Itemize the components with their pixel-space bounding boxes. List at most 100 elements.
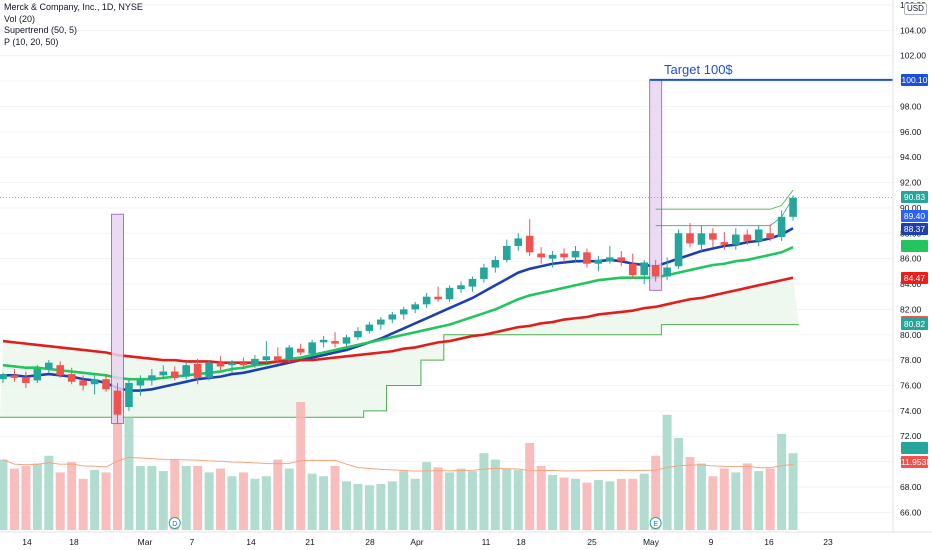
currency-button[interactable]: USD: [904, 3, 927, 15]
price-tag: [901, 441, 928, 454]
volume-bar: [227, 476, 237, 530]
ma-indicator-label[interactable]: P (10, 20, 50): [4, 36, 59, 47]
x-tick-label: 21: [305, 537, 315, 547]
time-axis[interactable]: 14 18 Mar 7 14 21 28 Apr 11 18 25 May 9 16 23: [0, 531, 932, 547]
candle-body: [79, 380, 87, 386]
candle-body: [136, 380, 145, 386]
volume-bar: [21, 466, 31, 530]
volume-bar: [0, 459, 8, 530]
volume-ma: [2, 456, 794, 472]
volume-bar: [731, 472, 741, 530]
y-tick-label: 86.00: [900, 254, 922, 264]
volume-ma-line: [2, 456, 794, 472]
volume-bar: [284, 468, 294, 530]
candle-body: [594, 259, 603, 264]
volume-bar: [353, 483, 363, 530]
volume-bar: [422, 462, 432, 530]
volume-bar: [55, 472, 65, 530]
volume-bar: [319, 476, 329, 530]
candle-body: [354, 330, 362, 338]
price-tag: 89.40: [901, 209, 928, 222]
volume-bar: [582, 482, 592, 530]
candle-body: [503, 245, 511, 260]
candle-body: [125, 382, 133, 408]
volume-bar: [78, 478, 88, 530]
x-tick-label: 14: [246, 537, 256, 547]
ma-line-2: [2, 276, 794, 364]
candlesticks: [0, 195, 797, 424]
volume-bar: [9, 468, 19, 530]
volume-bar: [639, 473, 649, 530]
volume-bar: [32, 463, 42, 530]
candle-body: [67, 374, 76, 382]
y-tick-label: 94.00: [900, 152, 922, 162]
volume-bar: [467, 471, 477, 530]
volume-bar: [410, 478, 420, 530]
candle-body: [606, 257, 614, 262]
candle-body: [697, 233, 706, 245]
candle-body: [651, 265, 660, 277]
candle-body: [743, 234, 752, 241]
volume-bar: [616, 478, 626, 530]
y-tick-label: 68.00: [900, 482, 922, 492]
candle-body: [674, 233, 683, 267]
candle-body: [239, 362, 248, 366]
volume-bar: [685, 457, 695, 530]
symbol-title[interactable]: Merck & Company, Inc., 1D, NYSE: [4, 2, 143, 12]
candle-body: [262, 356, 271, 361]
volume-bar: [273, 459, 283, 530]
volume-bar: [433, 467, 443, 530]
candle-body: [617, 257, 626, 262]
volume-bar: [364, 485, 374, 530]
volume-bar: [708, 476, 718, 530]
x-tick-label: May: [643, 537, 660, 547]
volume-bar: [296, 402, 306, 530]
candle-body: [377, 319, 385, 325]
candle-body: [319, 339, 328, 343]
x-tick-label: 9: [709, 537, 714, 547]
candle-body: [251, 358, 259, 366]
supertrend-area: [0, 277, 799, 418]
volume-bar: [387, 481, 397, 530]
candle-body: [296, 348, 305, 353]
supertrend-indicator-label[interactable]: Supertrend (50, 5): [4, 25, 78, 35]
candle-body: [686, 233, 694, 244]
candle-body: [159, 371, 168, 376]
volume-bar: [765, 468, 775, 530]
candle-body: [434, 296, 442, 300]
event-marker: [649, 517, 662, 529]
y-tick-label: 72.00: [900, 431, 922, 441]
volume-bar: [113, 402, 122, 530]
candle-body: [480, 267, 488, 279]
candle-body: [766, 233, 774, 239]
candle-body: [331, 341, 339, 344]
event-marker: [168, 517, 181, 529]
volume-bar: [696, 463, 706, 530]
candle-body: [640, 262, 648, 276]
y-tick-label: 80.00: [900, 330, 922, 340]
y-tick-label: 90.00: [900, 203, 922, 213]
candle-body: [170, 371, 179, 378]
x-tick-label: 18: [516, 537, 526, 547]
candle-body: [709, 233, 717, 240]
highlight-box: [649, 79, 663, 291]
candle-body: [102, 379, 110, 390]
candle-body: [583, 252, 591, 264]
candle-body: [399, 309, 408, 315]
x-tick-label: Mar: [138, 537, 153, 547]
x-tick-label: 23: [823, 537, 833, 547]
candle-body: [388, 314, 397, 320]
volume-bar: [135, 466, 145, 530]
volume-bar: [754, 471, 764, 530]
candle-body: [193, 363, 202, 378]
candle-body: [56, 365, 65, 376]
vol-indicator-label[interactable]: Vol (20): [4, 13, 36, 24]
y-tick-label: 84.00: [900, 279, 922, 289]
target-label: Target 100$: [664, 62, 733, 77]
candle-body: [525, 235, 534, 253]
candle-body: [365, 324, 374, 331]
volume-bar: [44, 455, 54, 530]
volume-bar: [307, 473, 317, 530]
candle-body: [445, 287, 454, 300]
